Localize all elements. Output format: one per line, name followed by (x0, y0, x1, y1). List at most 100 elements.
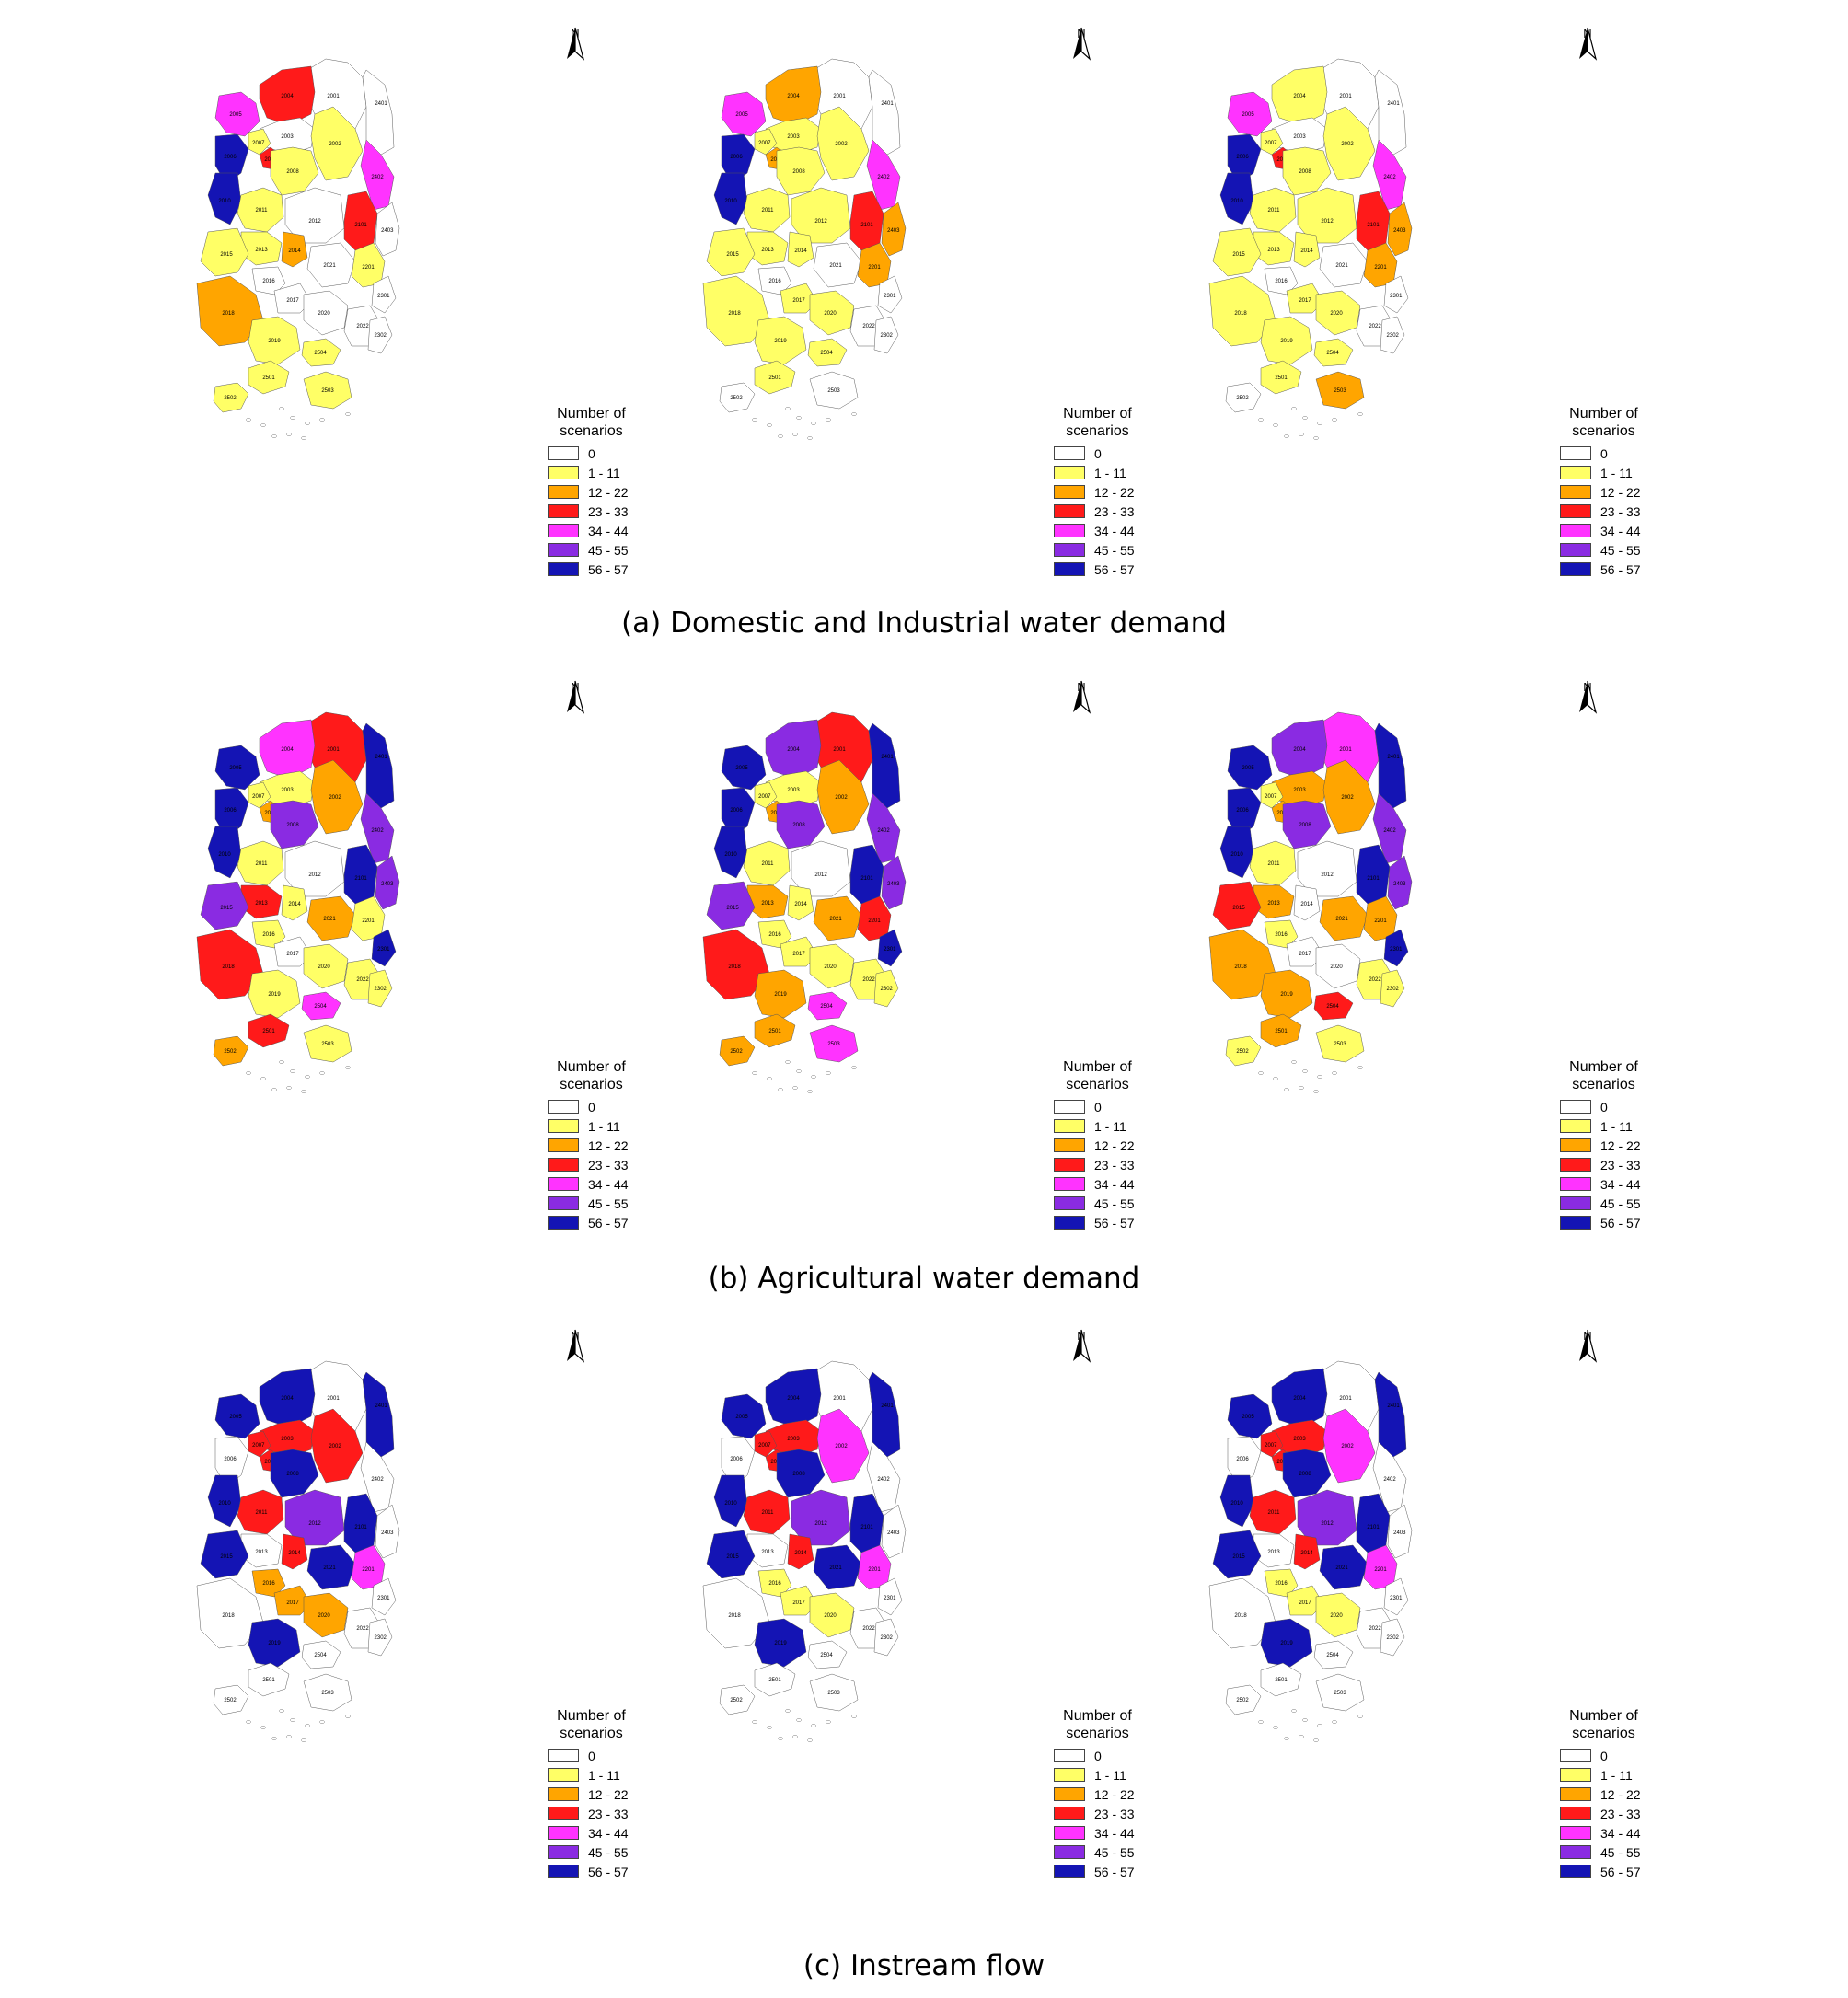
basin-2019 (248, 316, 301, 365)
basin-label-2403: 2403 (887, 1530, 900, 1536)
basin-label-2013: 2013 (255, 901, 268, 907)
legend-label: 45 - 55 (1600, 1844, 1641, 1860)
island (792, 1086, 798, 1090)
basin-label-2015: 2015 (1232, 252, 1245, 258)
basin-label-2501: 2501 (262, 1029, 275, 1034)
island (778, 434, 783, 438)
basin-label-2008: 2008 (286, 823, 299, 828)
basin-2503 (303, 371, 352, 410)
basin-2008 (776, 800, 826, 849)
basin-label-2302: 2302 (881, 333, 894, 339)
basin-label-2010: 2010 (1230, 1501, 1243, 1507)
basin-label-2005: 2005 (1242, 766, 1254, 771)
basin-2402 (360, 139, 395, 211)
basin-label-2402: 2402 (1383, 828, 1396, 834)
legend-item: 12 - 22 (1054, 1784, 1141, 1804)
legend-label: 1 - 11 (1094, 465, 1126, 480)
island (279, 1709, 284, 1713)
legend-item: 12 - 22 (548, 1136, 635, 1155)
north-arrow-icon: N (1068, 28, 1095, 61)
basin-label-2014: 2014 (794, 1551, 807, 1556)
legend-label: 56 - 57 (588, 1215, 629, 1230)
basin-2504 (1313, 1640, 1354, 1669)
basin-2020 (809, 290, 855, 336)
basin-label-2014: 2014 (794, 902, 807, 907)
basin-2004 (1271, 1368, 1328, 1428)
island (290, 1069, 295, 1073)
legend-item: 45 - 55 (548, 540, 635, 560)
legend-item: 56 - 57 (1560, 1862, 1647, 1881)
basin-2016 (757, 1568, 792, 1598)
legend-label: 56 - 57 (588, 1864, 629, 1879)
basin-label-2012: 2012 (814, 1521, 827, 1527)
legend-label: 0 (1600, 1748, 1608, 1763)
basin-label-2002: 2002 (329, 795, 341, 801)
legend-label: 1 - 11 (1600, 1118, 1633, 1134)
legend-label: 45 - 55 (1600, 542, 1641, 558)
legend-item: 34 - 44 (548, 521, 635, 540)
basin-label-2504: 2504 (1326, 1653, 1339, 1658)
basin-label-2504: 2504 (314, 1653, 327, 1658)
island (1291, 1060, 1297, 1064)
island (1317, 1075, 1322, 1079)
island (290, 416, 295, 420)
basin-2504 (807, 338, 848, 367)
basin-2020 (809, 1592, 855, 1638)
legend-label: 34 - 44 (588, 1825, 629, 1841)
basin-label-2501: 2501 (768, 1029, 781, 1034)
basin-label-2402: 2402 (371, 828, 384, 834)
basin-label-2017: 2017 (792, 298, 805, 304)
basin-label-2013: 2013 (1267, 901, 1280, 907)
basin-label-2002: 2002 (1341, 142, 1354, 147)
legend-swatch (1054, 562, 1085, 576)
basin-2502 (719, 1035, 756, 1067)
basin-label-2017: 2017 (286, 298, 299, 304)
basin-label-2008: 2008 (792, 823, 805, 828)
legend-label: 0 (588, 1748, 595, 1763)
basin-label-2019: 2019 (774, 992, 787, 998)
legend-swatch (1054, 1177, 1085, 1191)
legend-item: 12 - 22 (548, 482, 635, 502)
basin-2302 (367, 316, 393, 354)
basin-label-2502: 2502 (730, 1698, 743, 1703)
basin-label-2503: 2503 (827, 1691, 840, 1696)
basin-label-2008: 2008 (286, 169, 299, 175)
legend-label: 45 - 55 (1094, 1195, 1135, 1211)
island (301, 1090, 306, 1093)
basin-2504 (301, 338, 341, 367)
basin-2504 (1313, 991, 1354, 1021)
basin-label-2501: 2501 (768, 1678, 781, 1683)
basin-label-2007: 2007 (252, 794, 265, 800)
island (1273, 423, 1278, 427)
basin-label-2502: 2502 (224, 1049, 237, 1055)
basin-2501 (248, 1662, 290, 1697)
basin-2010 (1219, 1474, 1254, 1528)
basin-2021 (813, 895, 862, 941)
legend-swatch (1560, 504, 1591, 518)
basin-label-2003: 2003 (787, 134, 800, 140)
legend-item: 0 (1560, 1746, 1647, 1765)
basin-2020 (303, 1592, 349, 1638)
basin-label-2018: 2018 (222, 964, 235, 970)
basin-2016 (1264, 1568, 1299, 1598)
basin-2020 (303, 943, 349, 989)
island (1299, 1086, 1304, 1090)
basin-label-2008: 2008 (286, 1472, 299, 1477)
legend-item: 12 - 22 (1560, 1784, 1647, 1804)
basin-2015 (706, 1530, 756, 1579)
basin-2007 (1260, 1430, 1284, 1458)
legend-label: 56 - 57 (588, 561, 629, 577)
basin-map: 2001240120042005200320022007200920062008… (1208, 1360, 1413, 1742)
basin-2302 (367, 969, 393, 1008)
basin-label-2016: 2016 (262, 932, 275, 938)
basin-2302 (873, 969, 899, 1008)
basin-2019 (248, 969, 301, 1019)
basin-label-2007: 2007 (252, 141, 265, 146)
basin-label-2001: 2001 (1339, 747, 1352, 753)
basin-2004 (259, 1368, 316, 1428)
basin-2007 (1260, 128, 1284, 156)
island (345, 1715, 351, 1718)
north-arrow-icon: N (561, 1330, 589, 1363)
island (778, 1088, 783, 1091)
basin-label-2012: 2012 (308, 219, 321, 225)
